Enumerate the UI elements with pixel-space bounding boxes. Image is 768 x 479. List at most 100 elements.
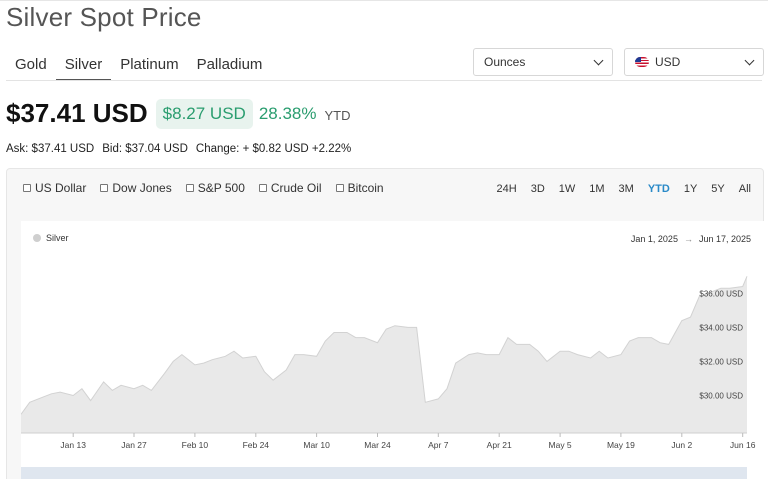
data-point	[498, 353, 501, 356]
us-flag-icon	[635, 57, 649, 67]
checkbox-icon[interactable]	[258, 184, 267, 192]
data-point	[454, 362, 457, 365]
tab-silver[interactable]: Silver	[55, 52, 112, 81]
period-label: YTD	[324, 108, 351, 123]
units-select[interactable]: Ounces	[473, 48, 613, 76]
data-point	[559, 350, 562, 353]
compare-crude-oil[interactable]: Crude Oil	[258, 181, 322, 195]
data-point	[28, 401, 31, 404]
data-point	[202, 362, 205, 365]
data-point	[141, 384, 144, 387]
tab-platinum[interactable]: Platinum	[120, 56, 179, 73]
chart-panel: US Dollar Dow Jones S&P 500 Crude Oil Bi…	[6, 168, 765, 479]
x-tick-label: Feb 24	[243, 440, 270, 450]
currency-select-value: USD	[655, 55, 681, 69]
data-point	[254, 355, 257, 358]
range-1m[interactable]: 1M	[589, 183, 605, 195]
data-point	[354, 336, 357, 339]
data-point	[150, 389, 153, 392]
data-point	[72, 394, 75, 397]
units-select-value: Ounces	[484, 55, 526, 69]
data-point	[424, 401, 427, 404]
checkbox-icon[interactable]	[100, 184, 109, 192]
x-tick-label: May 5	[549, 440, 572, 450]
date-range-start: Jan 1, 2025	[630, 234, 678, 244]
range-24h[interactable]: 24H	[496, 183, 517, 195]
tab-palladium[interactable]: Palladium	[196, 56, 263, 73]
data-point	[546, 360, 549, 363]
data-point	[680, 319, 683, 322]
range-5y[interactable]: 5Y	[711, 183, 725, 195]
silver-line	[21, 276, 748, 415]
ask-price: Ask: $37.41 USD	[6, 143, 95, 155]
data-point	[302, 353, 305, 356]
data-point	[172, 360, 175, 363]
time-range-buttons: 24H 3D 1W 1M 3M YTD 1Y 5Y All	[497, 183, 751, 195]
data-point	[667, 343, 670, 346]
data-point	[315, 355, 318, 358]
compare-sp500[interactable]: S&P 500	[185, 181, 245, 195]
chart-legend: Silver	[33, 233, 69, 243]
page-title: Silver Spot Price	[6, 2, 202, 32]
data-point	[285, 369, 288, 372]
x-tick-label: Jan 27	[121, 440, 147, 450]
y-tick-label: $34.00 USD	[699, 323, 743, 332]
data-point	[263, 370, 266, 373]
data-point	[437, 398, 440, 401]
price-chart[interactable]: $30.00 USD $32.00 USD $34.00 USD $36.00 USD…	[21, 221, 765, 479]
data-point	[194, 364, 197, 367]
range-navigator[interactable]	[21, 467, 747, 479]
x-tick-label: Jun 16	[730, 440, 756, 450]
checkbox-icon[interactable]	[185, 184, 194, 192]
checkbox-icon[interactable]	[335, 184, 344, 192]
data-point	[576, 353, 579, 356]
data-point	[689, 316, 692, 319]
data-point	[50, 392, 53, 395]
price-change-badge: $8.27 USD	[155, 98, 253, 129]
data-point	[89, 399, 92, 402]
data-point	[650, 336, 653, 339]
top-divider	[0, 0, 768, 1]
range-3m[interactable]: 3M	[618, 183, 634, 195]
x-tick-label: Feb 10	[182, 440, 209, 450]
data-point	[515, 343, 518, 346]
data-point	[181, 353, 184, 356]
y-tick-label: $36.00 USD	[699, 289, 743, 298]
daily-change: Change: + $0.82 USD +2.22%	[195, 143, 352, 155]
metal-tabs: Gold Silver Platinum Palladium	[6, 52, 271, 81]
range-ytd[interactable]: YTD	[647, 183, 670, 195]
compare-us-dollar[interactable]: US Dollar	[23, 181, 86, 195]
y-tick-label: $30.00 USD	[699, 392, 743, 401]
data-point	[741, 285, 744, 288]
data-point	[120, 384, 123, 387]
price-chart-svg: $30.00 USD $32.00 USD $34.00 USD $36.00 USD…	[21, 275, 756, 479]
tab-gold[interactable]: Gold	[15, 56, 47, 73]
data-point	[659, 341, 662, 344]
data-point	[637, 336, 640, 339]
compare-dow-jones[interactable]: Dow Jones	[100, 181, 172, 195]
date-range-end: Jun 17, 2025	[698, 234, 751, 244]
data-point	[133, 387, 136, 390]
data-point	[163, 372, 166, 375]
data-point	[507, 336, 510, 339]
data-point	[224, 355, 227, 358]
range-1y[interactable]: 1Y	[683, 183, 698, 195]
data-point	[346, 331, 349, 334]
range-all[interactable]: All	[738, 183, 751, 195]
data-point	[333, 331, 336, 334]
range-1w[interactable]: 1W	[558, 183, 576, 195]
data-point	[102, 381, 105, 384]
x-tick-label: Apr 21	[487, 440, 512, 450]
range-3d[interactable]: 3D	[530, 183, 545, 195]
compare-bitcoin[interactable]: Bitcoin	[335, 181, 384, 195]
data-point	[567, 350, 570, 353]
data-point	[272, 379, 275, 382]
checkbox-icon[interactable]	[23, 184, 31, 192]
arrow-right-icon: →	[683, 234, 693, 244]
data-point	[111, 389, 114, 392]
data-point	[485, 353, 488, 356]
currency-select[interactable]: USD	[624, 48, 764, 76]
data-point	[294, 353, 297, 356]
data-point	[746, 275, 749, 278]
date-range[interactable]: Jan 1, 2025 → Jun 17, 2025	[631, 234, 751, 244]
